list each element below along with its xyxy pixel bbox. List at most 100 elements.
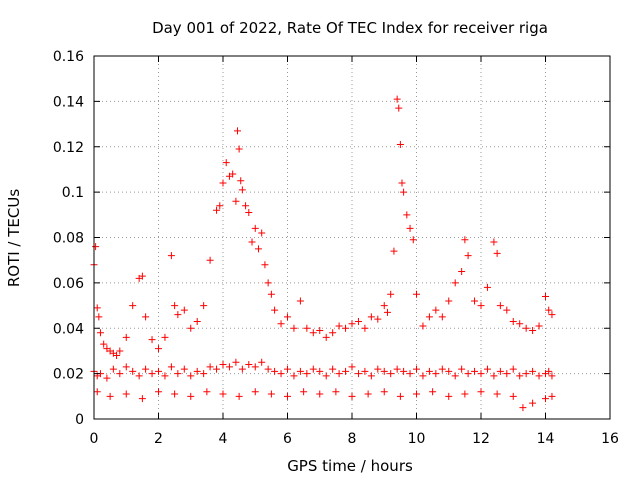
data-point	[284, 365, 291, 373]
data-point	[342, 367, 350, 375]
data-point	[122, 390, 130, 398]
data-point	[400, 188, 408, 196]
data-point	[395, 104, 403, 112]
data-point	[235, 392, 243, 400]
data-point	[167, 363, 175, 371]
data-point	[92, 243, 100, 251]
data-point	[155, 388, 162, 396]
data-point	[548, 372, 556, 380]
data-point	[461, 390, 469, 398]
data-point	[251, 224, 259, 232]
data-point	[213, 206, 221, 214]
data-point	[396, 392, 404, 400]
data-point	[380, 367, 388, 375]
data-point	[245, 209, 253, 217]
data-point	[225, 363, 233, 371]
data-point	[516, 372, 524, 380]
data-point	[113, 351, 121, 359]
data-point	[445, 367, 453, 375]
data-point	[364, 390, 372, 398]
data-point	[290, 324, 298, 332]
data-point	[535, 372, 543, 380]
data-point	[316, 367, 324, 375]
y-tick-label: 0	[75, 412, 84, 428]
y-tick-label: 0.06	[53, 276, 84, 292]
data-point	[174, 311, 182, 319]
data-point	[529, 327, 537, 335]
data-point	[387, 290, 395, 298]
data-point	[329, 329, 337, 337]
data-point	[503, 370, 511, 378]
data-point	[138, 272, 146, 280]
data-point	[219, 179, 227, 187]
data-point	[419, 372, 427, 380]
data-point	[219, 361, 227, 369]
x-tick-label: 0	[90, 431, 99, 447]
data-point	[296, 297, 304, 305]
data-point	[354, 317, 362, 325]
data-point	[180, 306, 188, 314]
data-point	[461, 236, 469, 244]
data-point	[413, 390, 420, 398]
data-point	[161, 333, 169, 341]
data-point	[529, 399, 537, 407]
data-point	[248, 238, 256, 246]
data-point	[161, 372, 169, 380]
data-point	[122, 333, 130, 341]
y-tick-label: 0.02	[53, 367, 84, 383]
data-point	[271, 367, 279, 375]
data-point	[464, 252, 472, 260]
data-points	[90, 95, 556, 412]
data-point	[138, 395, 146, 403]
y-tick-label: 0.16	[53, 49, 84, 65]
data-point	[238, 365, 246, 373]
y-tick-label: 0.04	[53, 321, 84, 337]
data-point	[180, 365, 188, 373]
data-point	[477, 388, 485, 396]
data-point	[548, 311, 556, 319]
data-point	[545, 367, 553, 375]
data-point	[322, 372, 330, 380]
data-point	[509, 365, 517, 373]
data-point	[213, 365, 221, 373]
data-point	[103, 374, 111, 382]
data-point	[509, 317, 517, 325]
data-point	[542, 395, 549, 403]
data-point	[519, 404, 527, 412]
data-point	[309, 329, 317, 337]
data-point	[193, 317, 201, 325]
data-point	[155, 345, 162, 353]
data-point	[419, 322, 427, 330]
data-point	[95, 313, 103, 321]
data-point	[277, 370, 285, 378]
x-tick-label: 8	[348, 431, 357, 447]
data-point	[503, 306, 511, 314]
data-point	[148, 370, 156, 378]
data-point	[206, 256, 214, 264]
data-point	[193, 367, 201, 375]
data-point	[300, 388, 308, 396]
data-point	[409, 236, 417, 244]
x-tick-label: 16	[601, 431, 619, 447]
data-point	[393, 365, 401, 373]
data-point	[396, 140, 404, 148]
data-point	[267, 290, 275, 298]
data-point	[171, 390, 179, 398]
data-point	[529, 367, 537, 375]
data-point	[187, 372, 195, 380]
data-point	[251, 388, 259, 396]
data-point	[387, 370, 395, 378]
data-point	[200, 370, 208, 378]
data-point	[361, 367, 369, 375]
data-point	[219, 390, 227, 398]
data-point	[267, 390, 275, 398]
data-point	[129, 302, 137, 310]
data-point	[106, 392, 114, 400]
data-point	[516, 320, 524, 328]
data-point	[483, 365, 491, 373]
data-point	[490, 238, 498, 246]
y-tick-label: 0.14	[53, 94, 84, 110]
data-point	[93, 304, 101, 312]
data-point	[232, 358, 240, 366]
